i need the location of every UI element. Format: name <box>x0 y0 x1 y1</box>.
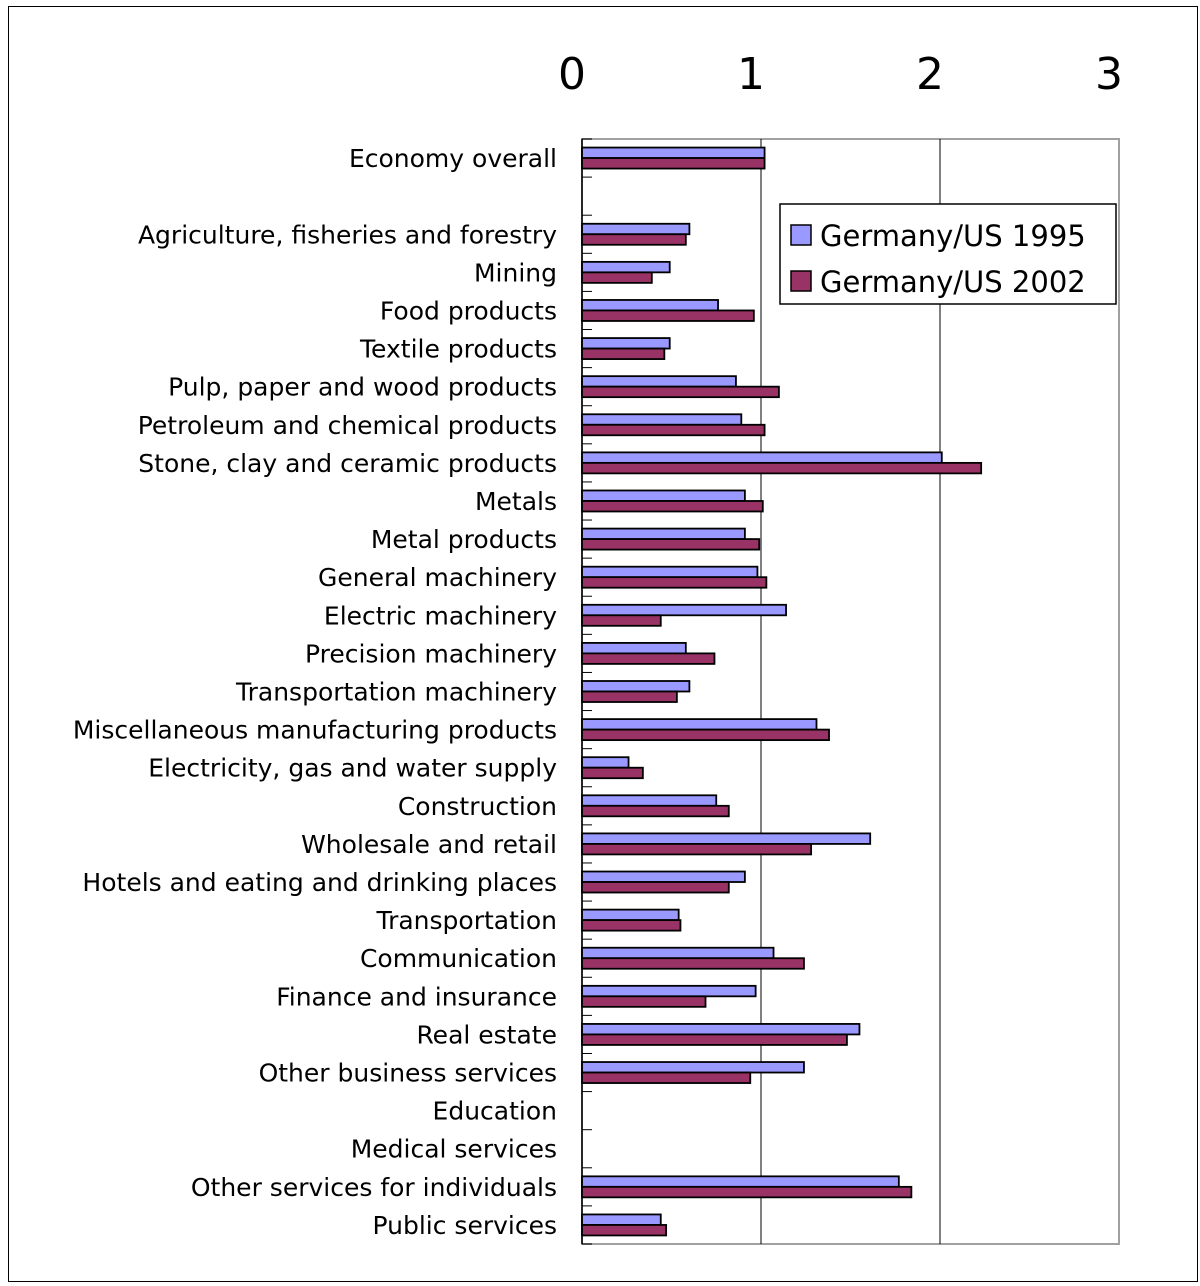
category-label-pulp-paper-and-wood-products: Pulp, paper and wood products <box>168 373 557 402</box>
bar-1995-other-business-services <box>581 1061 805 1074</box>
category-labels: Economy overall Agriculture, fisheries an… <box>73 144 557 1240</box>
bar-2002-metal-products <box>581 538 761 551</box>
legend: Germany/US 1995 Germany/US 2002 <box>779 203 1117 305</box>
bar-2002-hotels-and-eating-and-drinking-places <box>581 881 730 894</box>
bar-1995-mining <box>581 260 671 274</box>
x-tick-label-1: 1 <box>737 49 765 100</box>
bar-2002-construction <box>581 804 730 818</box>
bar-2002-pulp-paper-and-wood-products <box>581 385 780 399</box>
category-label-wholesale-and-retail: Wholesale and retail <box>301 830 557 859</box>
category-label-transportation: Transportation <box>375 906 557 935</box>
bar-2002-metals <box>581 500 764 513</box>
bar-1995-construction <box>581 794 718 807</box>
bar-1995-general-machinery <box>581 565 759 579</box>
category-label-electric-machinery: Electric machinery <box>324 601 557 630</box>
x-tick-label-3: 3 <box>1095 49 1123 100</box>
category-label-textile-products: Textile products <box>359 335 557 364</box>
x-tick-label-0: 0 <box>558 49 586 100</box>
category-label-medical-services: Medical services <box>351 1135 557 1164</box>
bar-1995-transportation <box>581 908 680 922</box>
bar-2002-electric-machinery <box>581 614 662 627</box>
category-label-other-business-services: Other business services <box>259 1059 557 1088</box>
bar-2002-textile-products <box>581 347 666 360</box>
bar-1995-stone-clay-and-ceramic-products <box>581 451 943 464</box>
category-label-agriculture-fisheries-and-forestry: Agriculture, fisheries and forestry <box>138 220 557 249</box>
category-label-metal-products: Metal products <box>371 525 557 554</box>
legend-label-2002: Germany/US 2002 <box>820 265 1086 299</box>
category-label-construction: Construction <box>398 792 557 821</box>
value-axis-ticks: 0 1 2 3 <box>558 49 1123 100</box>
category-label-communication: Communication <box>360 944 557 973</box>
bar-1995-other-services-for-individuals <box>581 1175 900 1188</box>
bar-1995-textile-products <box>581 337 671 350</box>
bar-2002-wholesale-and-retail <box>581 843 813 856</box>
legend-swatch-1995 <box>790 224 812 246</box>
bar-2002-electricity-gas-and-water-supply <box>581 766 644 780</box>
category-label-general-machinery: General machinery <box>318 563 557 592</box>
bar-1995-electric-machinery <box>581 603 787 617</box>
bar-1995-agriculture-fisheries-and-forestry <box>581 222 691 236</box>
bar-2002-transportation <box>581 919 682 932</box>
bar-1995-electricity-gas-and-water-supply <box>581 756 630 769</box>
bar-2002-agriculture-fisheries-and-forestry <box>581 233 687 246</box>
legend-swatch-2002 <box>790 270 812 292</box>
bar-2002-economy-overall <box>581 157 766 170</box>
category-label-economy-overall: Economy overall <box>349 144 557 173</box>
category-label-petroleum-and-chemical-products: Petroleum and chemical products <box>138 411 557 440</box>
category-label-hotels-and-eating-and-drinking-places: Hotels and eating and drinking places <box>82 868 557 897</box>
category-label-education: Education <box>433 1097 557 1126</box>
category-label-real-estate: Real estate <box>416 1020 557 1049</box>
bar-1995-metal-products <box>581 527 746 540</box>
bar-2002-communication <box>581 957 805 970</box>
gridlines <box>760 139 941 1244</box>
bar-2002-mining <box>581 271 653 284</box>
bar-1995-wholesale-and-retail <box>581 832 872 845</box>
category-label-mining: Mining <box>474 258 557 287</box>
bar-1995-precision-machinery <box>581 641 687 655</box>
bar-1995-finance-and-insurance <box>581 984 757 998</box>
category-label-other-services-for-individuals: Other services for individuals <box>191 1173 557 1202</box>
x-tick-label-2: 2 <box>916 49 944 100</box>
bar-2002-precision-machinery <box>581 652 716 665</box>
category-label-finance-and-insurance: Finance and insurance <box>276 982 557 1011</box>
legend-box <box>779 203 1117 305</box>
category-label-metals: Metals <box>475 487 557 516</box>
bar-1995-public-services <box>581 1213 662 1226</box>
bar-2002-general-machinery <box>581 576 768 589</box>
bar-1995-hotels-and-eating-and-drinking-places <box>581 870 746 883</box>
bar-2002-public-services <box>581 1224 668 1237</box>
bar-1995-metals <box>581 489 746 502</box>
bar-1995-food-products <box>581 299 719 312</box>
bar-1995-transportation-machinery <box>581 680 691 693</box>
bar-2002-petroleum-and-chemical-products <box>581 423 766 437</box>
category-label-public-services: Public services <box>372 1211 557 1240</box>
bar-2002-real-estate <box>581 1033 848 1046</box>
bar-1995-miscellaneous-manufacturing-products <box>581 718 818 731</box>
legend-label-1995: Germany/US 1995 <box>820 219 1086 253</box>
category-axis <box>581 138 592 1245</box>
bar-2002-finance-and-insurance <box>581 995 707 1008</box>
category-label-precision-machinery: Precision machinery <box>305 639 557 668</box>
bar-2002-transportation-machinery <box>581 690 678 703</box>
bar-1995-communication <box>581 946 775 960</box>
bar-1995-economy-overall <box>581 146 766 159</box>
bar-2002-other-services-for-individuals <box>581 1185 913 1199</box>
bar-2002-stone-clay-and-ceramic-products <box>581 461 983 475</box>
bar-2002-miscellaneous-manufacturing-products <box>581 728 830 742</box>
bar-1995-real-estate <box>581 1023 861 1036</box>
category-label-food-products: Food products <box>380 296 557 325</box>
bar-2002-other-business-services <box>581 1071 752 1084</box>
bar-1995-pulp-paper-and-wood-products <box>581 375 737 388</box>
category-label-electricity-gas-and-water-supply: Electricity, gas and water supply <box>148 754 557 783</box>
bar-1995-petroleum-and-chemical-products <box>581 413 743 426</box>
bar-2002-food-products <box>581 309 755 322</box>
category-label-transportation-machinery: Transportation machinery <box>235 678 557 707</box>
category-label-miscellaneous-manufacturing-products: Miscellaneous manufacturing products <box>73 716 557 745</box>
category-label-stone-clay-and-ceramic-products: Stone, clay and ceramic products <box>138 449 557 478</box>
